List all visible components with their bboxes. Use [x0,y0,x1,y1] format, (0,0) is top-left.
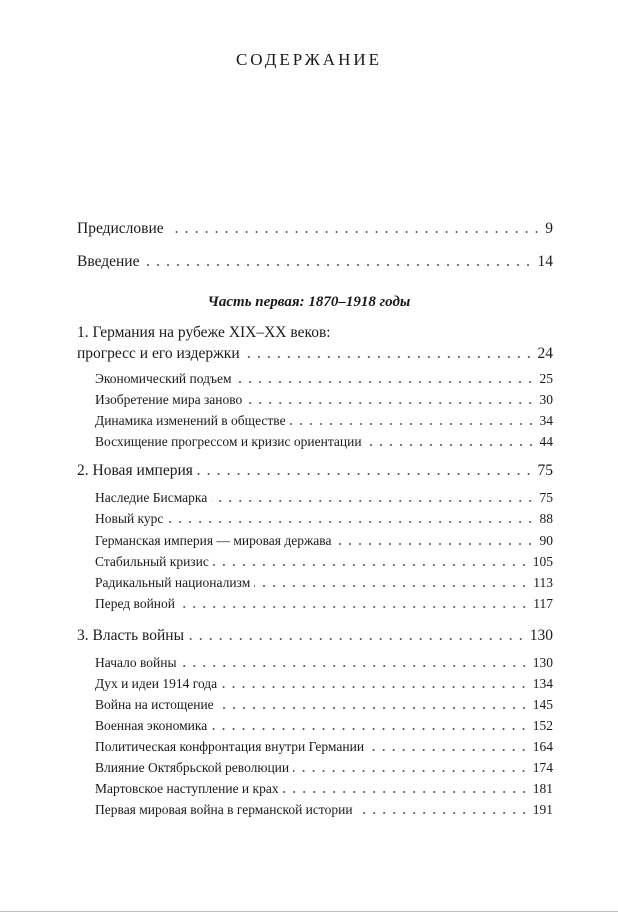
entry-label: 2. Новая империя [77,462,193,479]
page-number: 25 [539,371,554,386]
dot-leader [365,443,536,447]
page-number: 145 [532,697,553,712]
dot-leader [143,263,534,267]
page-number: 117 [533,596,553,611]
entry-label: Динамика изменений в обществе [95,413,286,428]
dot-leader [211,499,536,503]
chapter-title-line[interactable]: 1. Германия на рубеже XIX–XX веков: [77,324,331,341]
page-number: 34 [539,413,554,428]
toc-section[interactable]: Первая мировая война в германской истори… [95,801,553,819]
dot-leader [196,472,534,476]
entry-label: Стабильный кризис [95,554,209,569]
dot-leader [254,584,530,588]
entry-label: 3. Власть войны [77,627,185,644]
dot-leader [188,637,526,641]
toc-section[interactable]: Политическая конфронтация внутри Германи… [95,738,553,756]
toc-section[interactable]: Германская империя — мировая держава 90 [95,532,553,550]
entry-label: Дух и идеи 1914 года [95,676,218,691]
dot-leader [167,520,536,524]
entry-label: Экономический подъем [95,371,232,386]
page-number: 181 [532,781,553,796]
toc-chapter[interactable]: 3. Власть войны 130 [77,627,553,645]
toc-section[interactable]: Перед войной 117 [95,595,553,613]
toc-chapter[interactable]: 2. Новая империя 75 [77,462,553,480]
entry-label: Предисловие [77,220,164,237]
page-number: 90 [539,533,554,548]
dot-leader [221,685,529,689]
dot-leader [282,790,529,794]
page-number: 164 [532,739,553,754]
toc-section[interactable]: Изобретение мира заново 30 [95,391,553,409]
entry-label: Первая мировая война в германской истори… [95,802,353,817]
dot-leader [246,401,536,405]
page-number: 134 [532,676,553,691]
toc-chapter[interactable]: прогресс и его издержки 24 [77,345,553,363]
entry-label: Война на истощение [95,697,214,712]
dot-leader [368,748,529,752]
page-number: 24 [537,345,554,362]
toc-section[interactable]: Мартовское наступление и крах 181 [95,780,553,798]
dot-leader [289,422,536,426]
page-number: 44 [539,434,554,449]
toc-section[interactable]: Влияние Октябрьской революции 174 [95,759,553,777]
page-number: 9 [545,220,553,237]
dot-leader [212,563,529,567]
page-number: 88 [539,511,554,526]
page-title: СОДЕРЖАНИЕ [235,50,383,69]
entry-label: Мартовское наступление и крах [95,781,279,796]
dot-leader [167,230,542,234]
dot-leader [211,727,529,731]
toc-section[interactable]: Война на истощение 145 [95,696,553,714]
page-number: 191 [532,802,553,817]
entry-label: Влияние Октябрьской революции [95,760,290,775]
page-number: 174 [532,760,553,775]
dot-leader [356,811,529,815]
entry-label: Военная экономика [95,718,208,733]
entry-label: Перед войной [95,596,176,611]
page-number: 30 [539,392,554,407]
toc-section[interactable]: Стабильный кризис 105 [95,553,553,571]
toc-entry-preface[interactable]: Предисловие 9 [77,220,553,238]
dot-leader [335,542,536,546]
toc-section[interactable]: Начало войны 130 [95,654,553,672]
dot-leader [179,605,530,609]
entry-label: Введение [77,253,140,270]
page-number: 14 [537,253,554,270]
dot-leader [243,355,534,359]
page-number: 105 [532,554,553,569]
entry-label: Начало войны [95,655,177,670]
entry-label: Германская империя — мировая держава [95,533,332,548]
dot-leader [235,380,536,384]
page-number: 130 [532,655,553,670]
entry-label: Новый курс [95,511,164,526]
toc-entry-introduction[interactable]: Введение 14 [77,253,553,271]
toc-section[interactable]: Новый курс 88 [95,510,553,528]
dot-leader [217,706,529,710]
toc-section[interactable]: Военная экономика 152 [95,717,553,735]
toc-section[interactable]: Наследие Бисмарка 75 [95,489,553,507]
entry-label: прогресс и его издержки [77,345,240,362]
dot-leader [180,664,529,668]
dot-leader [293,769,529,773]
page-number: 152 [532,718,553,733]
page-number: 113 [533,575,553,590]
entry-label: Изобретение мира заново [95,392,243,407]
entry-label: Политическая конфронтация внутри Германи… [95,739,365,754]
toc-section[interactable]: Экономический подъем 25 [95,370,553,388]
part-heading: Часть первая: 1870–1918 годы [207,294,411,310]
entry-label: Радикальный национализм [95,575,251,590]
page-divider [0,911,618,912]
toc-section[interactable]: Радикальный национализм 113 [95,574,553,592]
entry-label: Восхищение прогрессом и кризис ориентаци… [95,434,362,449]
page-number: 75 [539,490,554,505]
page-number: 130 [529,627,553,644]
toc-section[interactable]: Динамика изменений в обществе 34 [95,412,553,430]
toc-section[interactable]: Восхищение прогрессом и кризис ориентаци… [95,433,553,451]
toc-section[interactable]: Дух и идеи 1914 года 134 [95,675,553,693]
entry-label: Наследие Бисмарка [95,490,208,505]
page-number: 75 [537,462,554,479]
